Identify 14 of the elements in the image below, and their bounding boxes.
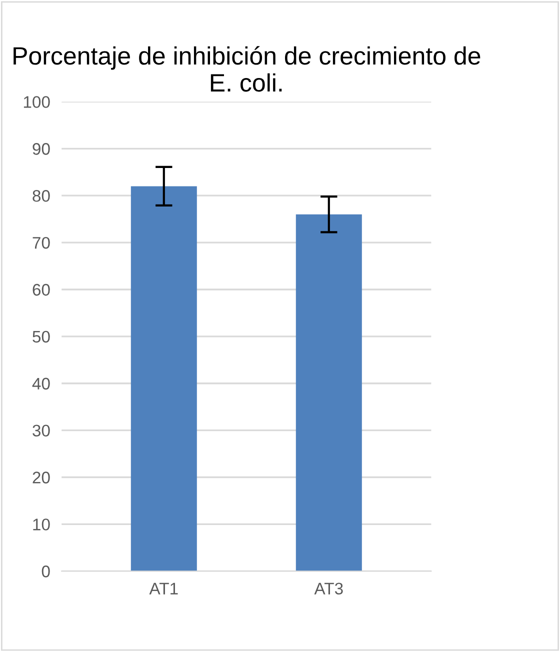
y-tick-label: 50 <box>32 330 50 343</box>
y-tick-label: 70 <box>32 236 50 249</box>
y-tick-label: 100 <box>24 96 50 108</box>
x-tick-label: AT3 <box>314 582 343 595</box>
y-tick-label: 20 <box>32 472 50 484</box>
y-tick-label: 60 <box>32 284 50 296</box>
y-tick-label: 40 <box>32 378 50 390</box>
x-tick-label: AT1 <box>149 582 178 594</box>
y-tick-label: 80 <box>32 190 50 202</box>
y-tick-label: 10 <box>33 518 50 530</box>
y-tick-label: 0 <box>42 566 50 578</box>
y-tick-label: 30 <box>32 424 50 437</box>
chart-title: Porcentaje de inhibición de crecimiento de E. coli. <box>14 46 480 92</box>
y-tick-label: 90 <box>32 143 50 155</box>
